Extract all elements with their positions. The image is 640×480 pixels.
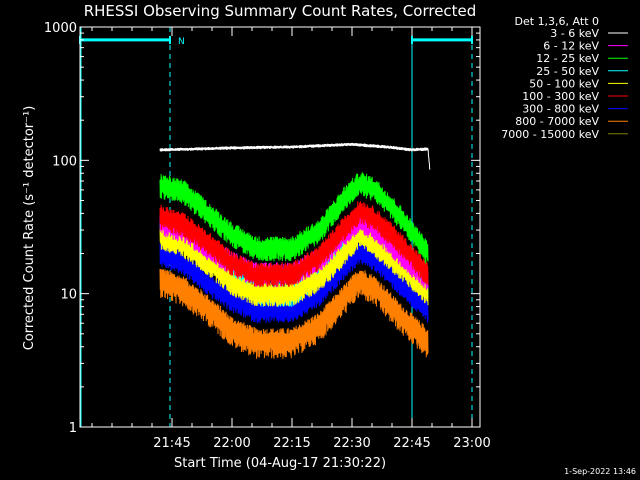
legend-entry-label: 3 - 6 keV <box>550 27 599 40</box>
legend-entry-label: 6 - 12 keV <box>543 40 599 53</box>
y-tick-label: 1000 <box>44 21 77 36</box>
legend-entry-label: 12 - 25 keV <box>536 52 599 65</box>
legend-entry-label: 50 - 100 keV <box>529 77 599 90</box>
series-line <box>159 142 431 170</box>
y-tick-label: 100 <box>52 154 77 169</box>
series-layer <box>159 142 431 359</box>
legend-entry-label: 100 - 300 keV <box>522 90 599 103</box>
x-axis-label: Start Time (04-Aug-17 21:30:22) <box>174 456 386 471</box>
legend-entry-label: 300 - 800 keV <box>522 103 599 116</box>
x-tick-label: 23:00 <box>453 436 490 451</box>
legend-title: Det 1,3,6, Att 0 <box>515 15 599 28</box>
x-tick-label: 22:15 <box>273 436 310 451</box>
plot-frame <box>79 26 481 428</box>
annotation-label: N <box>178 37 185 47</box>
legend-entry-label: 800 - 7000 keV <box>515 115 599 128</box>
y-tick-label: 1 <box>69 421 77 436</box>
series-line <box>159 172 429 264</box>
x-tick-label: 22:00 <box>213 436 250 451</box>
x-tick-label: 22:30 <box>333 436 370 451</box>
x-tick-label: 22:45 <box>393 436 430 451</box>
axes-layer: 1 10 100 1000 21:45 22:00 22:15 22:30 22:45 23:00 <box>44 21 491 451</box>
chart-title: RHESSI Observing Summary Count Rates, Co… <box>84 2 477 20</box>
series-line <box>159 201 429 288</box>
legend-entry-label: 7000 - 15000 keV <box>501 128 599 141</box>
footer-timestamp: 1-Sep-2022 13:46 <box>564 467 636 476</box>
x-tick-label: 21:45 <box>153 436 190 451</box>
y-tick-label: 10 <box>60 288 77 303</box>
series-line <box>159 268 429 359</box>
series-line <box>159 222 429 307</box>
y-axis-label: Corrected Count Rate (s⁻¹ detector⁻¹) <box>22 106 37 351</box>
series-line <box>159 241 429 324</box>
legend-entry-label: 25 - 50 keV <box>536 65 599 78</box>
